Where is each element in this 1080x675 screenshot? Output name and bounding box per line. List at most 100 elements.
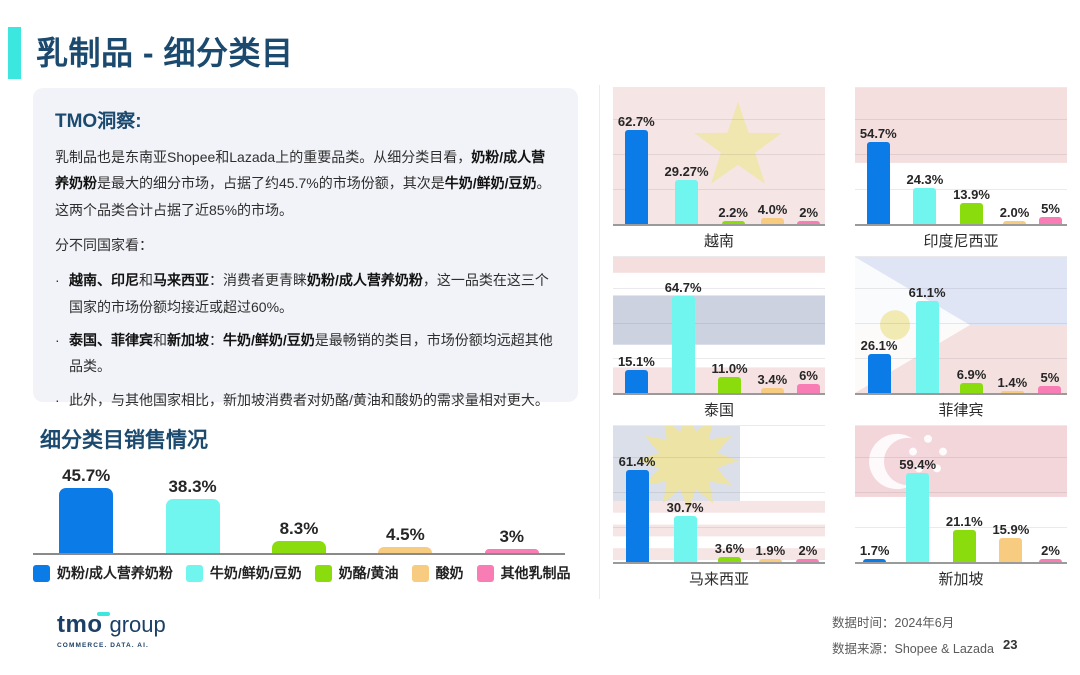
bar-group-4: 6% bbox=[797, 368, 821, 393]
bar-value-label: 2% bbox=[1041, 543, 1060, 558]
main-chart-title: 细分类目销售情况 bbox=[40, 429, 208, 452]
legend-item-3: 酸奶 bbox=[411, 563, 464, 583]
bar-0 bbox=[59, 488, 114, 553]
malaysia-bars: 61.4% 30.7% 3.6% 1.9% 2% bbox=[613, 426, 825, 562]
gridline bbox=[855, 87, 1067, 88]
chart-plot-area: 61.4% 30.7% 3.6% 1.9% 2% bbox=[613, 425, 825, 564]
chart-legend: 奶粉/成人营养奶粉 牛奶/鲜奶/豆奶 奶酪/黄油 酸奶 其他乳制品 bbox=[33, 563, 593, 583]
gridline bbox=[613, 288, 825, 289]
bar-1 bbox=[675, 180, 699, 224]
bar-value-label: 4.0% bbox=[757, 202, 788, 217]
bar-2 bbox=[952, 530, 976, 562]
bar-0 bbox=[866, 141, 890, 224]
bar-value-label: 30.7% bbox=[666, 499, 704, 515]
chart-plot-area: 54.7% 24.3% 13.9% 2.0% 5% bbox=[855, 87, 1067, 226]
bar-3 bbox=[758, 559, 782, 562]
bar-group-1: 30.7% bbox=[667, 500, 704, 562]
bar-value-label: 2.0% bbox=[999, 205, 1030, 220]
bar-group-3: 3.4% bbox=[757, 371, 788, 393]
country-chart-indonesia: 54.7% 24.3% 13.9% 2.0% 5% 印度尼西亚 bbox=[855, 87, 1067, 251]
logo-wordmark-suffix: group bbox=[109, 612, 166, 637]
bar-0 bbox=[625, 469, 649, 562]
country-label: 越南 bbox=[703, 233, 734, 250]
bar-group-0: 54.7% bbox=[860, 126, 897, 224]
bar-1 bbox=[673, 515, 697, 562]
gridline bbox=[855, 323, 1067, 324]
legend-label: 奶酪/黄油 bbox=[338, 565, 399, 581]
bar-value-label: 3.6% bbox=[714, 540, 745, 556]
bar-group-4: 5% bbox=[1039, 201, 1063, 224]
gridline bbox=[855, 189, 1067, 190]
gridline bbox=[613, 425, 825, 426]
insight-paragraph-1: 乳制品也是东南亚Shopee和Lazada上的重要品类。从细分类目看，奶粉/成人… bbox=[55, 149, 551, 218]
bar-group-2: 3.6% bbox=[714, 540, 745, 562]
footer-metadata: 数据时间：2024年6月 数据来源：Shopee & Lazada bbox=[832, 610, 994, 663]
singapore-bars: 1.7% 59.4% 21.1% 15.9% 2% bbox=[855, 426, 1067, 562]
gridline bbox=[613, 492, 825, 493]
bar-value-label: 5% bbox=[1040, 369, 1060, 385]
chart-plot-area: 62.7% 29.27% 2.2% 4.0% 2% bbox=[613, 87, 825, 226]
legend-swatch bbox=[476, 564, 494, 582]
bar-group-2: 11.0% bbox=[711, 360, 748, 393]
legend-item-0: 奶粉/成人营养奶粉 bbox=[33, 563, 173, 583]
bar-3 bbox=[1003, 221, 1026, 224]
bar-3 bbox=[761, 218, 785, 224]
gridline bbox=[613, 323, 825, 324]
legend-item-4: 其他乳制品 bbox=[476, 563, 571, 583]
bar-value-label: 3% bbox=[499, 526, 525, 546]
gridline bbox=[855, 119, 1067, 120]
insight-bullet-3: · 此外，与其他国家相比，新加坡消费者对奶酪/黄油和酸奶的需求量相对更大。 bbox=[55, 387, 556, 413]
legend-item-1: 牛奶/鲜奶/豆奶 bbox=[185, 563, 302, 583]
bar-group-2: 2.2% bbox=[718, 205, 748, 224]
bar-2 bbox=[718, 556, 742, 562]
gridline bbox=[855, 154, 1067, 155]
gridline bbox=[855, 527, 1067, 528]
bar-group-3: 2.0% bbox=[999, 205, 1030, 224]
bar-0 bbox=[624, 370, 648, 393]
bar-0 bbox=[863, 559, 887, 562]
bar-group-0: 15.1% bbox=[618, 354, 655, 393]
legend-label: 其他乳制品 bbox=[500, 565, 571, 581]
insight-heading: TMO洞察: bbox=[55, 111, 142, 132]
bar-value-label: 6% bbox=[799, 368, 818, 383]
gridline bbox=[855, 256, 1067, 257]
chart-plot-area: 26.1% 61.1% 6.9% 1.4% 5% bbox=[855, 256, 1067, 395]
insight-bullet-text: 越南、印尼和马来西亚：消费者更青睐奶粉/成人营养奶粉，这一品类在这三个国家的市场… bbox=[69, 272, 549, 315]
title-accent-bar bbox=[8, 27, 21, 79]
bar-value-label: 6.9% bbox=[956, 366, 987, 382]
tmo-group-logo: tmo group COMMERCE. DATA. AI. bbox=[57, 611, 166, 649]
country-label: 马来西亚 bbox=[688, 571, 749, 588]
bar-value-label: 2% bbox=[798, 543, 818, 558]
gridline bbox=[613, 189, 825, 190]
bar-0 bbox=[867, 353, 891, 393]
bar-value-label: 38.3% bbox=[168, 476, 217, 496]
bullet-dot: · bbox=[55, 391, 60, 408]
bar-group-3: 1.9% bbox=[755, 543, 786, 562]
bar-group-4: 2% bbox=[1039, 543, 1063, 562]
bar-value-label: 1.9% bbox=[755, 543, 786, 559]
bar-value-label: 11.0% bbox=[711, 360, 748, 376]
bar-value-label: 61.1% bbox=[908, 285, 946, 301]
country-chart-singapore: 1.7% 59.4% 21.1% 15.9% 2% 新加坡 bbox=[855, 425, 1067, 589]
chart-plot-area: 15.1% 64.7% 11.0% 3.4% 6% bbox=[613, 256, 825, 395]
bar-group-2: 8.3% bbox=[271, 519, 326, 553]
main-chart-bars: 45.7% 38.3% 8.3% 4.5% 3% bbox=[33, 460, 565, 555]
bar-value-label: 45.7% bbox=[62, 466, 111, 486]
bar-2 bbox=[718, 376, 742, 393]
bar-value-label: 13.9% bbox=[953, 187, 990, 203]
logo-tagline: COMMERCE. DATA. AI. bbox=[57, 642, 149, 649]
bar-group-3: 1.4% bbox=[998, 375, 1027, 393]
gridline bbox=[613, 457, 825, 458]
gridline bbox=[613, 154, 825, 155]
data-source-label: 数据来源：Shopee & Lazada bbox=[832, 642, 994, 657]
bar-group-0: 61.4% bbox=[619, 454, 655, 562]
bar-3 bbox=[1000, 390, 1024, 393]
section-divider bbox=[599, 85, 600, 599]
bar-1 bbox=[915, 301, 939, 393]
data-time-label: 数据时间：2024年6月 bbox=[832, 616, 955, 630]
bar-value-label: 8.3% bbox=[279, 519, 319, 539]
bar-value-label: 3.4% bbox=[757, 371, 788, 387]
bar-3 bbox=[760, 387, 784, 393]
bar-3 bbox=[999, 538, 1023, 562]
bar-value-label: 54.7% bbox=[859, 125, 897, 141]
